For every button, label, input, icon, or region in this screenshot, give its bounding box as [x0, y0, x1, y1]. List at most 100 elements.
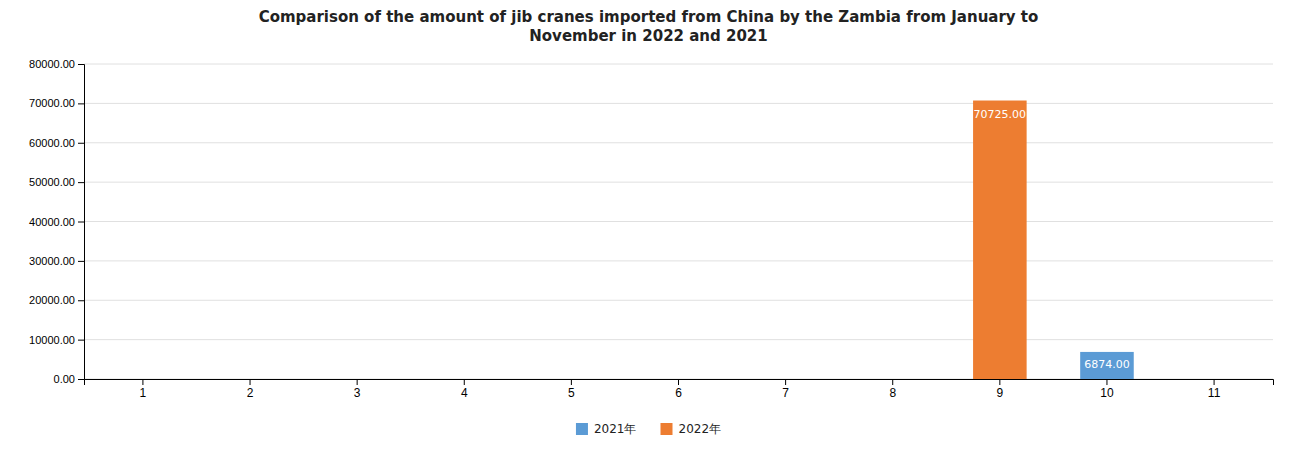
- bar: [437, 379, 491, 380]
- legend: 2021年 2022年: [576, 422, 721, 436]
- y-tick: 70000.00: [29, 97, 84, 109]
- legend-item: 2022年: [661, 422, 722, 436]
- x-tick-label: 6: [675, 386, 682, 400]
- bar: [223, 379, 277, 380]
- bar: [759, 379, 813, 380]
- grid-line: [84, 260, 1273, 261]
- legend-swatch: [576, 423, 588, 435]
- x-tick-mark: [250, 379, 251, 385]
- x-tick: 7: [782, 379, 789, 400]
- y-tick: 30000.00: [29, 255, 84, 267]
- x-tick-label: 9: [997, 386, 1004, 400]
- chart: Comparison of the amount of jib cranes i…: [0, 0, 1297, 451]
- bar: [866, 379, 920, 380]
- y-tick-mark: [78, 261, 84, 262]
- x-tick-mark: [1214, 379, 1215, 385]
- x-tick-label: 10: [1100, 386, 1114, 400]
- y-tick-mark: [78, 340, 84, 341]
- series: [1080, 352, 1134, 379]
- data-label: 6874.00: [1084, 358, 1130, 371]
- legend-label: 2021年: [594, 422, 637, 436]
- y-tick-mark: [78, 300, 84, 301]
- y-axis-line: [78, 65, 85, 380]
- grid-line: [84, 64, 1273, 65]
- y-tick-label: 80000.00: [29, 58, 75, 70]
- bar: [223, 379, 277, 380]
- x-tick-mark: [142, 379, 143, 385]
- bar: [545, 379, 599, 380]
- bar: [1080, 379, 1134, 380]
- legend-swatch: [661, 423, 673, 435]
- y-tick: 50000.00: [29, 176, 84, 188]
- x-tick-label: 4: [461, 386, 468, 400]
- x-tick-mark: [999, 379, 1000, 385]
- x-tick-mark: [678, 379, 679, 385]
- y-tick-label: 50000.00: [29, 176, 75, 188]
- grid-line: [84, 339, 1273, 340]
- grid-line: [84, 182, 1273, 183]
- y-tick-mark: [78, 103, 84, 104]
- x-tick: 4: [461, 379, 468, 400]
- x-tick-mark: [464, 379, 465, 385]
- bar: [1187, 379, 1241, 380]
- x-axis-line: [85, 380, 1274, 386]
- x-tick-label: 8: [889, 386, 896, 400]
- y-tick-mark: [78, 182, 84, 183]
- x-tick: 5: [568, 379, 575, 400]
- bar: [652, 379, 706, 380]
- y-tick: 20000.00: [29, 294, 84, 306]
- x-tick-mark: [785, 379, 786, 385]
- x-tick-label: 3: [354, 386, 361, 400]
- y-tick: 80000.00: [29, 58, 84, 70]
- bar: [1080, 352, 1134, 379]
- bar: [116, 379, 170, 380]
- y-tick-mark: [78, 143, 84, 144]
- y-tick: 60000.00: [29, 137, 84, 149]
- y-axis: 0.00 10000.00 20000.00 30000.00 40000.00 5000…: [29, 58, 84, 385]
- bar: [437, 379, 491, 380]
- y-tick-label: 0.00: [54, 373, 75, 385]
- y-tick-label: 20000.00: [29, 294, 75, 306]
- y-tick-mark: [78, 379, 84, 380]
- bar: [652, 379, 706, 380]
- bar: [116, 379, 170, 380]
- x-tick: 1: [140, 379, 147, 400]
- bar: [545, 379, 599, 380]
- bar: [1187, 379, 1241, 380]
- x-tick-mark: [892, 379, 893, 385]
- y-tick-label: 40000.00: [29, 216, 75, 228]
- x-tick-label: 11: [1208, 386, 1221, 400]
- x-tick: 3: [354, 379, 361, 400]
- x-tick: 8: [889, 379, 896, 400]
- x-tick-mark: [1106, 379, 1107, 385]
- x-axis: 1 2 3 4 5 6 7 8 9 10 11: [85, 379, 1274, 400]
- plot: 0.00 10000.00 20000.00 30000.00 40000.00 5000…: [29, 58, 1273, 400]
- data-labels: 6874.00 70725.00: [974, 108, 1130, 372]
- legend-item: 2021年: [576, 422, 637, 436]
- y-tick: 0.00: [54, 373, 84, 385]
- x-tick-label: 5: [568, 386, 575, 400]
- title: Comparison of the amount of jib cranes i…: [259, 8, 1039, 45]
- y-tick-mark: [78, 222, 84, 223]
- x-tick: 10: [1100, 379, 1114, 400]
- y-tick: 10000.00: [29, 334, 84, 346]
- data-label: 70725.00: [974, 108, 1026, 121]
- x-tick-mark: [357, 379, 358, 385]
- bar: [330, 379, 384, 380]
- y-tick: 40000.00: [29, 216, 84, 228]
- x-tick: 11: [1208, 379, 1221, 400]
- series: [973, 101, 1027, 379]
- x-tick: 6: [675, 379, 682, 400]
- bar: [973, 101, 1027, 379]
- x-tick: 2: [247, 379, 254, 400]
- grid: [84, 64, 1273, 379]
- x-tick-label: 2: [247, 386, 254, 400]
- grid-line: [84, 142, 1273, 143]
- bars: [973, 101, 1134, 379]
- x-tick-label: 1: [140, 386, 147, 400]
- x-tick: 9: [997, 379, 1004, 400]
- grid-line: [84, 221, 1273, 222]
- x-tick-label: 7: [782, 386, 789, 400]
- y-tick-label: 60000.00: [29, 137, 75, 149]
- grid-line: [84, 300, 1273, 301]
